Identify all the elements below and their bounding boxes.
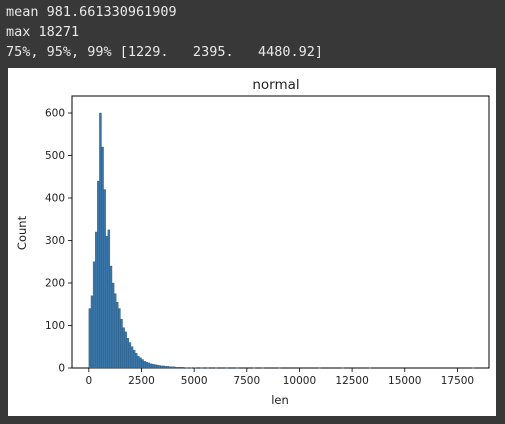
histogram-bar (143, 361, 146, 369)
histogram-figure: normal 0 2500 5000 7500 10000 12500 15000 17500… (8, 68, 496, 416)
histogram-bar (170, 366, 174, 369)
histogram-bar (139, 357, 142, 369)
histogram-bar (118, 308, 121, 369)
histogram-bar (137, 355, 140, 369)
x-tick-label: 15000 (388, 375, 421, 387)
histogram-bar (166, 366, 170, 369)
histogram-bar (261, 367, 264, 369)
histogram-bar (97, 180, 100, 369)
histogram-bar (168, 366, 172, 369)
console-line-max: max 18271 (6, 24, 80, 40)
histogram-bar (130, 346, 134, 369)
histogram-bar (147, 362, 151, 369)
histogram-bar (153, 364, 157, 369)
chart-title: normal (252, 77, 299, 93)
x-tick-label: 12500 (335, 375, 368, 387)
x-tick-label: 0 (86, 375, 93, 387)
x-tick-label: 5000 (181, 375, 208, 387)
histogram-bar (236, 367, 239, 369)
histogram-bar (177, 366, 180, 369)
histogram-bar (341, 367, 344, 369)
histogram-bar (185, 367, 188, 369)
histogram-bar (107, 229, 111, 369)
histogram-bar (95, 231, 98, 369)
histogram-bar (122, 327, 125, 369)
histogram-bar (193, 367, 197, 369)
histogram-bar (145, 361, 148, 369)
histogram-bar (135, 352, 138, 369)
histogram-bar (225, 367, 229, 369)
y-axis-label: Count (15, 215, 29, 250)
histogram-bar (92, 261, 96, 369)
histogram-bar (172, 366, 176, 369)
y-tick-label: 400 (45, 193, 65, 205)
histogram-bar (151, 364, 155, 369)
histogram-bar (132, 349, 136, 369)
histogram-bar (113, 293, 117, 369)
histogram-bar (318, 367, 321, 369)
histogram-bar (156, 364, 159, 369)
histogram-bar (149, 363, 153, 369)
histogram-bar (120, 318, 123, 369)
histogram-bar (88, 308, 92, 369)
histogram-bar (162, 365, 165, 369)
console-line-mean: mean 981.661330961909 (6, 4, 177, 20)
y-tick-label: 0 (58, 363, 65, 375)
console-line-percentiles: 75%, 95%, 99% [1229. 2395. 4480.92] (6, 44, 323, 60)
x-axis-label: len (271, 393, 289, 407)
histogram-bar (164, 366, 167, 369)
histogram-chart: normal 0 2500 5000 7500 10000 12500 15000 17500… (15, 77, 490, 407)
histogram-bar (105, 236, 108, 369)
histogram-bar (124, 331, 127, 369)
histogram-bar (116, 301, 119, 369)
histogram-bar (252, 367, 256, 369)
y-tick-label: 300 (45, 235, 65, 247)
histogram-bar (471, 367, 475, 369)
histogram-bar (160, 365, 163, 369)
x-tick-label: 17500 (441, 375, 474, 387)
histogram-bar (109, 265, 113, 369)
x-tick-label: 2500 (128, 375, 155, 387)
histogram-bar (278, 367, 281, 369)
histogram-bar (175, 366, 178, 369)
x-tick-label: 10000 (283, 375, 316, 387)
histogram-bar (200, 367, 203, 369)
histogram-bar (126, 338, 130, 369)
y-tick-label: 200 (45, 278, 65, 290)
histogram-bar (189, 367, 193, 369)
x-tick-label: 7500 (233, 375, 260, 387)
histogram-bar (158, 365, 161, 369)
y-tick-label: 100 (45, 320, 65, 332)
y-tick-label: 600 (45, 108, 65, 120)
histogram-bar (215, 367, 218, 369)
histogram-bars (88, 112, 475, 369)
console-output: mean 981.661330961909 max 18271 75%, 95%… (0, 0, 505, 68)
plot-area-frame (71, 95, 490, 369)
histogram-bar (181, 366, 184, 369)
histogram-bar (111, 282, 115, 369)
histogram-bar (128, 342, 132, 369)
y-tick-label: 500 (45, 150, 65, 162)
histogram-bar (90, 295, 94, 369)
histogram-bar (141, 359, 144, 369)
x-axis-ticks: 0 2500 5000 7500 10000 12500 15000 17500 (86, 368, 474, 387)
histogram-bar (101, 146, 104, 369)
histogram-bar (103, 189, 106, 369)
histogram-bar (179, 366, 182, 369)
histogram-bar (99, 112, 102, 369)
histogram-bar (368, 367, 372, 369)
y-axis-ticks: 0 100 200 300 400 500 600 (45, 108, 72, 375)
histogram-bar (206, 367, 210, 369)
